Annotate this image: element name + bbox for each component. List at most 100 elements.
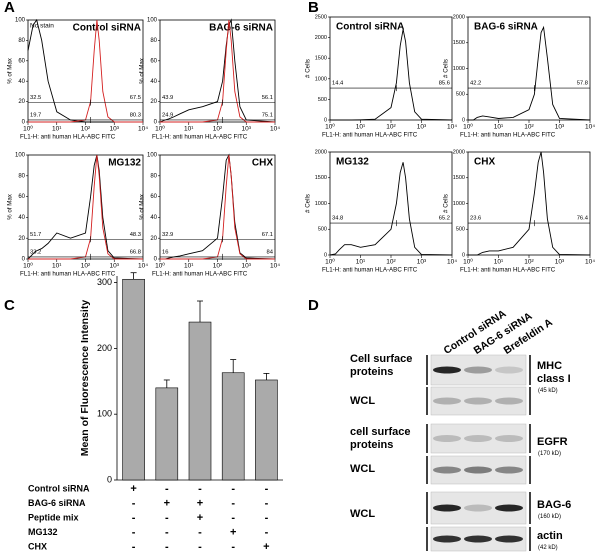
x-axis-label: FL1-H: anti human HLA-ABC FITC xyxy=(152,271,248,278)
band xyxy=(433,504,461,512)
x-tick-label: 10² xyxy=(386,259,396,266)
chart-title: Control siRNA xyxy=(73,23,141,34)
chart-title: MG132 xyxy=(108,158,141,169)
x-tick-label: 10⁰ xyxy=(463,123,473,131)
protein-size: (170 kD) xyxy=(538,451,562,457)
condition-sign: - xyxy=(265,497,269,509)
y-tick-label: 60 xyxy=(150,58,157,64)
histogram-curve xyxy=(329,162,453,256)
y-tick-label: 2000 xyxy=(315,35,327,41)
chart-title: CHX xyxy=(252,158,273,169)
condition-label: MG132 xyxy=(28,527,58,537)
band xyxy=(464,466,492,474)
row-label: WCL xyxy=(350,395,376,407)
protein-size: (160 kD) xyxy=(538,514,562,520)
y-tick-label: 0 xyxy=(324,117,327,123)
histogram-curve xyxy=(27,154,144,260)
plot-frame xyxy=(159,19,276,123)
histogram-curve xyxy=(468,151,591,256)
plot-frame xyxy=(159,154,276,260)
condition-sign: + xyxy=(164,497,170,509)
gate-value: 56.1 xyxy=(262,95,273,101)
gate-value: 51.7 xyxy=(30,232,41,238)
condition-sign: - xyxy=(231,497,235,509)
y-tick-label: 300 xyxy=(97,277,112,287)
y-tick-label: 2500 xyxy=(315,14,327,20)
bar xyxy=(155,387,179,481)
condition-sign: - xyxy=(265,483,269,495)
gate-value: 33.2 xyxy=(30,249,41,255)
y-axis-label: % of Max xyxy=(7,193,14,220)
panel-label: C xyxy=(4,297,15,314)
band xyxy=(464,366,492,374)
x-tick-label: 10² xyxy=(213,126,223,133)
panel-label: B xyxy=(308,0,319,16)
x-tick-label: 10³ xyxy=(417,124,427,131)
bar xyxy=(122,278,145,481)
y-tick-label: 1500 xyxy=(453,40,465,46)
gate-value: 14.4 xyxy=(332,81,344,87)
band xyxy=(464,504,492,512)
condition-sign: + xyxy=(197,512,203,524)
x-tick-label: 10⁴ xyxy=(585,259,595,266)
x-tick-label: 10⁰ xyxy=(155,262,165,270)
band xyxy=(495,397,523,405)
x-tick-label: 10³ xyxy=(110,126,120,133)
gate-value: 66.8 xyxy=(130,249,141,255)
condition-sign: - xyxy=(231,483,235,495)
y-tick-label: 20 xyxy=(18,99,25,105)
condition-sign: - xyxy=(165,526,169,538)
y-axis-label: Mean of Fluorescence Intensity xyxy=(79,300,91,457)
x-tick-label: 10⁴ xyxy=(447,259,457,266)
band xyxy=(495,366,523,374)
y-tick-label: 1000 xyxy=(315,76,327,82)
x-tick-label: 10³ xyxy=(555,259,565,266)
y-tick-label: 1500 xyxy=(315,175,327,181)
histogram-curve xyxy=(160,19,275,123)
condition-sign: - xyxy=(165,541,169,553)
gate-value: 23.6 xyxy=(470,216,481,222)
plot-frame xyxy=(27,19,144,123)
x-axis-label: FL1-H: anti human HLA-ABC FITC xyxy=(460,132,556,139)
gate-value: 67.1 xyxy=(262,232,273,238)
band xyxy=(495,466,523,474)
y-axis-label: % of Max xyxy=(7,57,14,84)
row-label: WCL xyxy=(350,508,376,520)
y-tick-label: 1000 xyxy=(453,66,465,72)
x-tick-label: 10³ xyxy=(110,263,120,270)
y-tick-label: 1000 xyxy=(453,201,465,207)
x-tick-label: 10³ xyxy=(242,126,252,133)
gate-value: 67.5 xyxy=(130,95,141,101)
condition-sign: - xyxy=(165,483,169,495)
blot xyxy=(430,386,527,416)
protein-name: MHC class I xyxy=(537,360,571,385)
x-tick-label: 10¹ xyxy=(184,263,194,270)
x-tick-label: 10² xyxy=(81,126,91,133)
protein-size: (42 kD) xyxy=(538,545,558,551)
condition-sign: - xyxy=(132,497,136,509)
condition-sign: - xyxy=(231,541,235,553)
y-tick-label: 2000 xyxy=(453,149,465,155)
y-tick-label: 0 xyxy=(154,257,158,263)
x-tick-label: 10⁰ xyxy=(325,123,335,131)
histogram-curve xyxy=(330,29,453,121)
y-tick-label: 40 xyxy=(18,215,25,221)
y-axis-label: # Cells xyxy=(443,59,450,78)
y-tick-label: 100 xyxy=(147,18,158,24)
histogram-curve xyxy=(27,18,143,123)
histogram-curve xyxy=(468,25,591,121)
x-axis-label: FL1-H: anti human HLA-ABC FITC xyxy=(460,267,556,274)
y-tick-label: 40 xyxy=(18,79,25,85)
histogram-curve xyxy=(159,18,276,123)
protein-size: (45 kD) xyxy=(538,388,558,394)
x-tick-label: 10⁴ xyxy=(447,124,457,131)
y-tick-label: 1500 xyxy=(315,56,327,62)
band xyxy=(464,535,492,543)
y-tick-label: 0 xyxy=(462,252,465,258)
gate-value: 19.7 xyxy=(30,112,41,118)
condition-sign: - xyxy=(265,512,269,524)
gate-value: 84 xyxy=(267,249,274,255)
bar xyxy=(221,372,245,481)
gate-value: 42.2 xyxy=(470,81,481,87)
